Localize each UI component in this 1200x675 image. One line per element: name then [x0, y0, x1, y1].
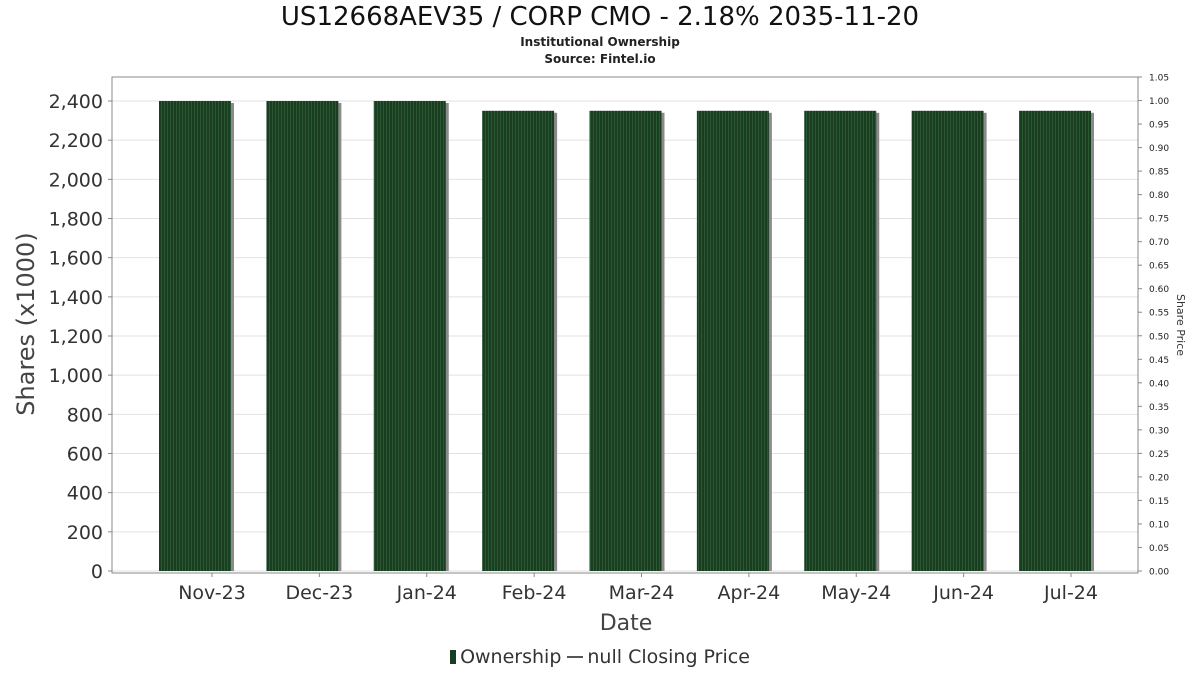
y2-tick-label: 1.05	[1149, 74, 1169, 84]
plot-frame	[111, 76, 1139, 574]
y2-tick-label: 0.05	[1149, 544, 1169, 554]
ownership-bar	[589, 110, 662, 572]
y-tick-label: 600	[67, 444, 103, 466]
x-tick-label: May-24	[821, 582, 891, 604]
y-tick-label: 1,200	[49, 326, 103, 348]
y2-tick-label: 0.35	[1149, 403, 1169, 413]
y2-tick-label: 0.25	[1149, 450, 1169, 460]
y-tick-label: 1,000	[49, 365, 103, 387]
bars	[159, 101, 1094, 572]
y-axis-label: Shares (x1000)	[12, 232, 40, 415]
y2-axis-label: Share Price	[1174, 294, 1187, 356]
y2-tick-label: 0.20	[1149, 473, 1169, 483]
closing-price-legend-label: null Closing Price	[587, 646, 750, 668]
ownership-bar	[373, 101, 446, 571]
y2-tick-label: 0.70	[1149, 238, 1169, 248]
y2-tick-label: 0.40	[1149, 379, 1169, 389]
chart-source: Source: Fintel.io	[544, 52, 656, 66]
y2-tick-label: 0.00	[1149, 568, 1169, 578]
x-axis: Nov-23 Dec-23 Jan-24 Feb-24 Mar-24 Apr-24 May-…	[178, 573, 1098, 604]
ownership-bar	[696, 110, 769, 572]
x-tick-label: Feb-24	[502, 582, 567, 604]
y2-tick-label: 0.75	[1149, 215, 1169, 225]
y2-tick-label: 0.60	[1149, 285, 1169, 295]
y-tick-label: 800	[67, 404, 103, 426]
y-tick-label: 2,000	[49, 169, 103, 191]
legend: Ownership null Closing Price	[0, 646, 1200, 668]
ownership-bar	[482, 110, 555, 572]
x-tick-label: Jun-24	[932, 582, 994, 604]
y-tick-label: 200	[67, 522, 103, 544]
x-tick-label: Mar-24	[609, 582, 675, 604]
chart-subtitle: Institutional Ownership	[520, 35, 680, 49]
y2-tick-label: 0.65	[1149, 262, 1169, 272]
y2-tick-label: 0.15	[1149, 497, 1169, 507]
y2-tick-label: 1.00	[1149, 97, 1169, 107]
ownership-bar	[1019, 110, 1091, 572]
x-tick-label: Nov-23	[178, 582, 246, 604]
y-tick-label: 1,600	[49, 248, 103, 270]
ownership-bar	[159, 101, 231, 571]
y-tick-label: 2,400	[49, 91, 103, 113]
y2-tick-label: 0.90	[1149, 144, 1169, 154]
y-tick-label: 400	[67, 483, 103, 505]
ownership-bar	[911, 110, 984, 572]
x-tick-label: Dec-23	[285, 582, 353, 604]
y2-tick-label: 0.10	[1149, 520, 1169, 530]
ownership-legend-swatch	[450, 650, 457, 664]
closing-price-legend-line	[567, 656, 584, 658]
chart-title: US12668AEV35 / CORP CMO - 2.18% 2035-11-…	[280, 2, 920, 32]
y2-tick-label: 0.45	[1149, 356, 1169, 366]
y2-tick-label: 0.85	[1149, 168, 1169, 178]
y2-axis: 0.00 0.05 0.10 0.15 0.20 0.25 0.30 0.35 0.40 0.45…	[1138, 74, 1169, 578]
y2-tick-label: 0.50	[1149, 332, 1169, 342]
y-axis: 0 200 400 600 800 1,000 1,200 1,400 1,600 1,800 2,…	[49, 91, 112, 583]
y2-tick-label: 0.95	[1149, 121, 1169, 131]
x-axis-label: Date	[600, 611, 653, 636]
ownership-bar	[266, 101, 339, 571]
y-tick-label: 0	[91, 561, 103, 583]
y2-tick-label: 0.55	[1149, 309, 1169, 319]
y-tick-label: 1,800	[49, 209, 103, 231]
y2-tick-label: 0.80	[1149, 191, 1169, 201]
y-tick-label: 1,400	[49, 287, 103, 309]
y-tick-label: 2,200	[49, 130, 103, 152]
x-tick-label: Apr-24	[718, 582, 781, 604]
x-tick-label: Jan-24	[396, 582, 457, 604]
ownership-legend-label: Ownership	[460, 646, 562, 668]
x-tick-label: Jul-24	[1043, 582, 1098, 604]
ownership-bar	[804, 110, 877, 572]
y2-tick-label: 0.30	[1149, 426, 1169, 436]
